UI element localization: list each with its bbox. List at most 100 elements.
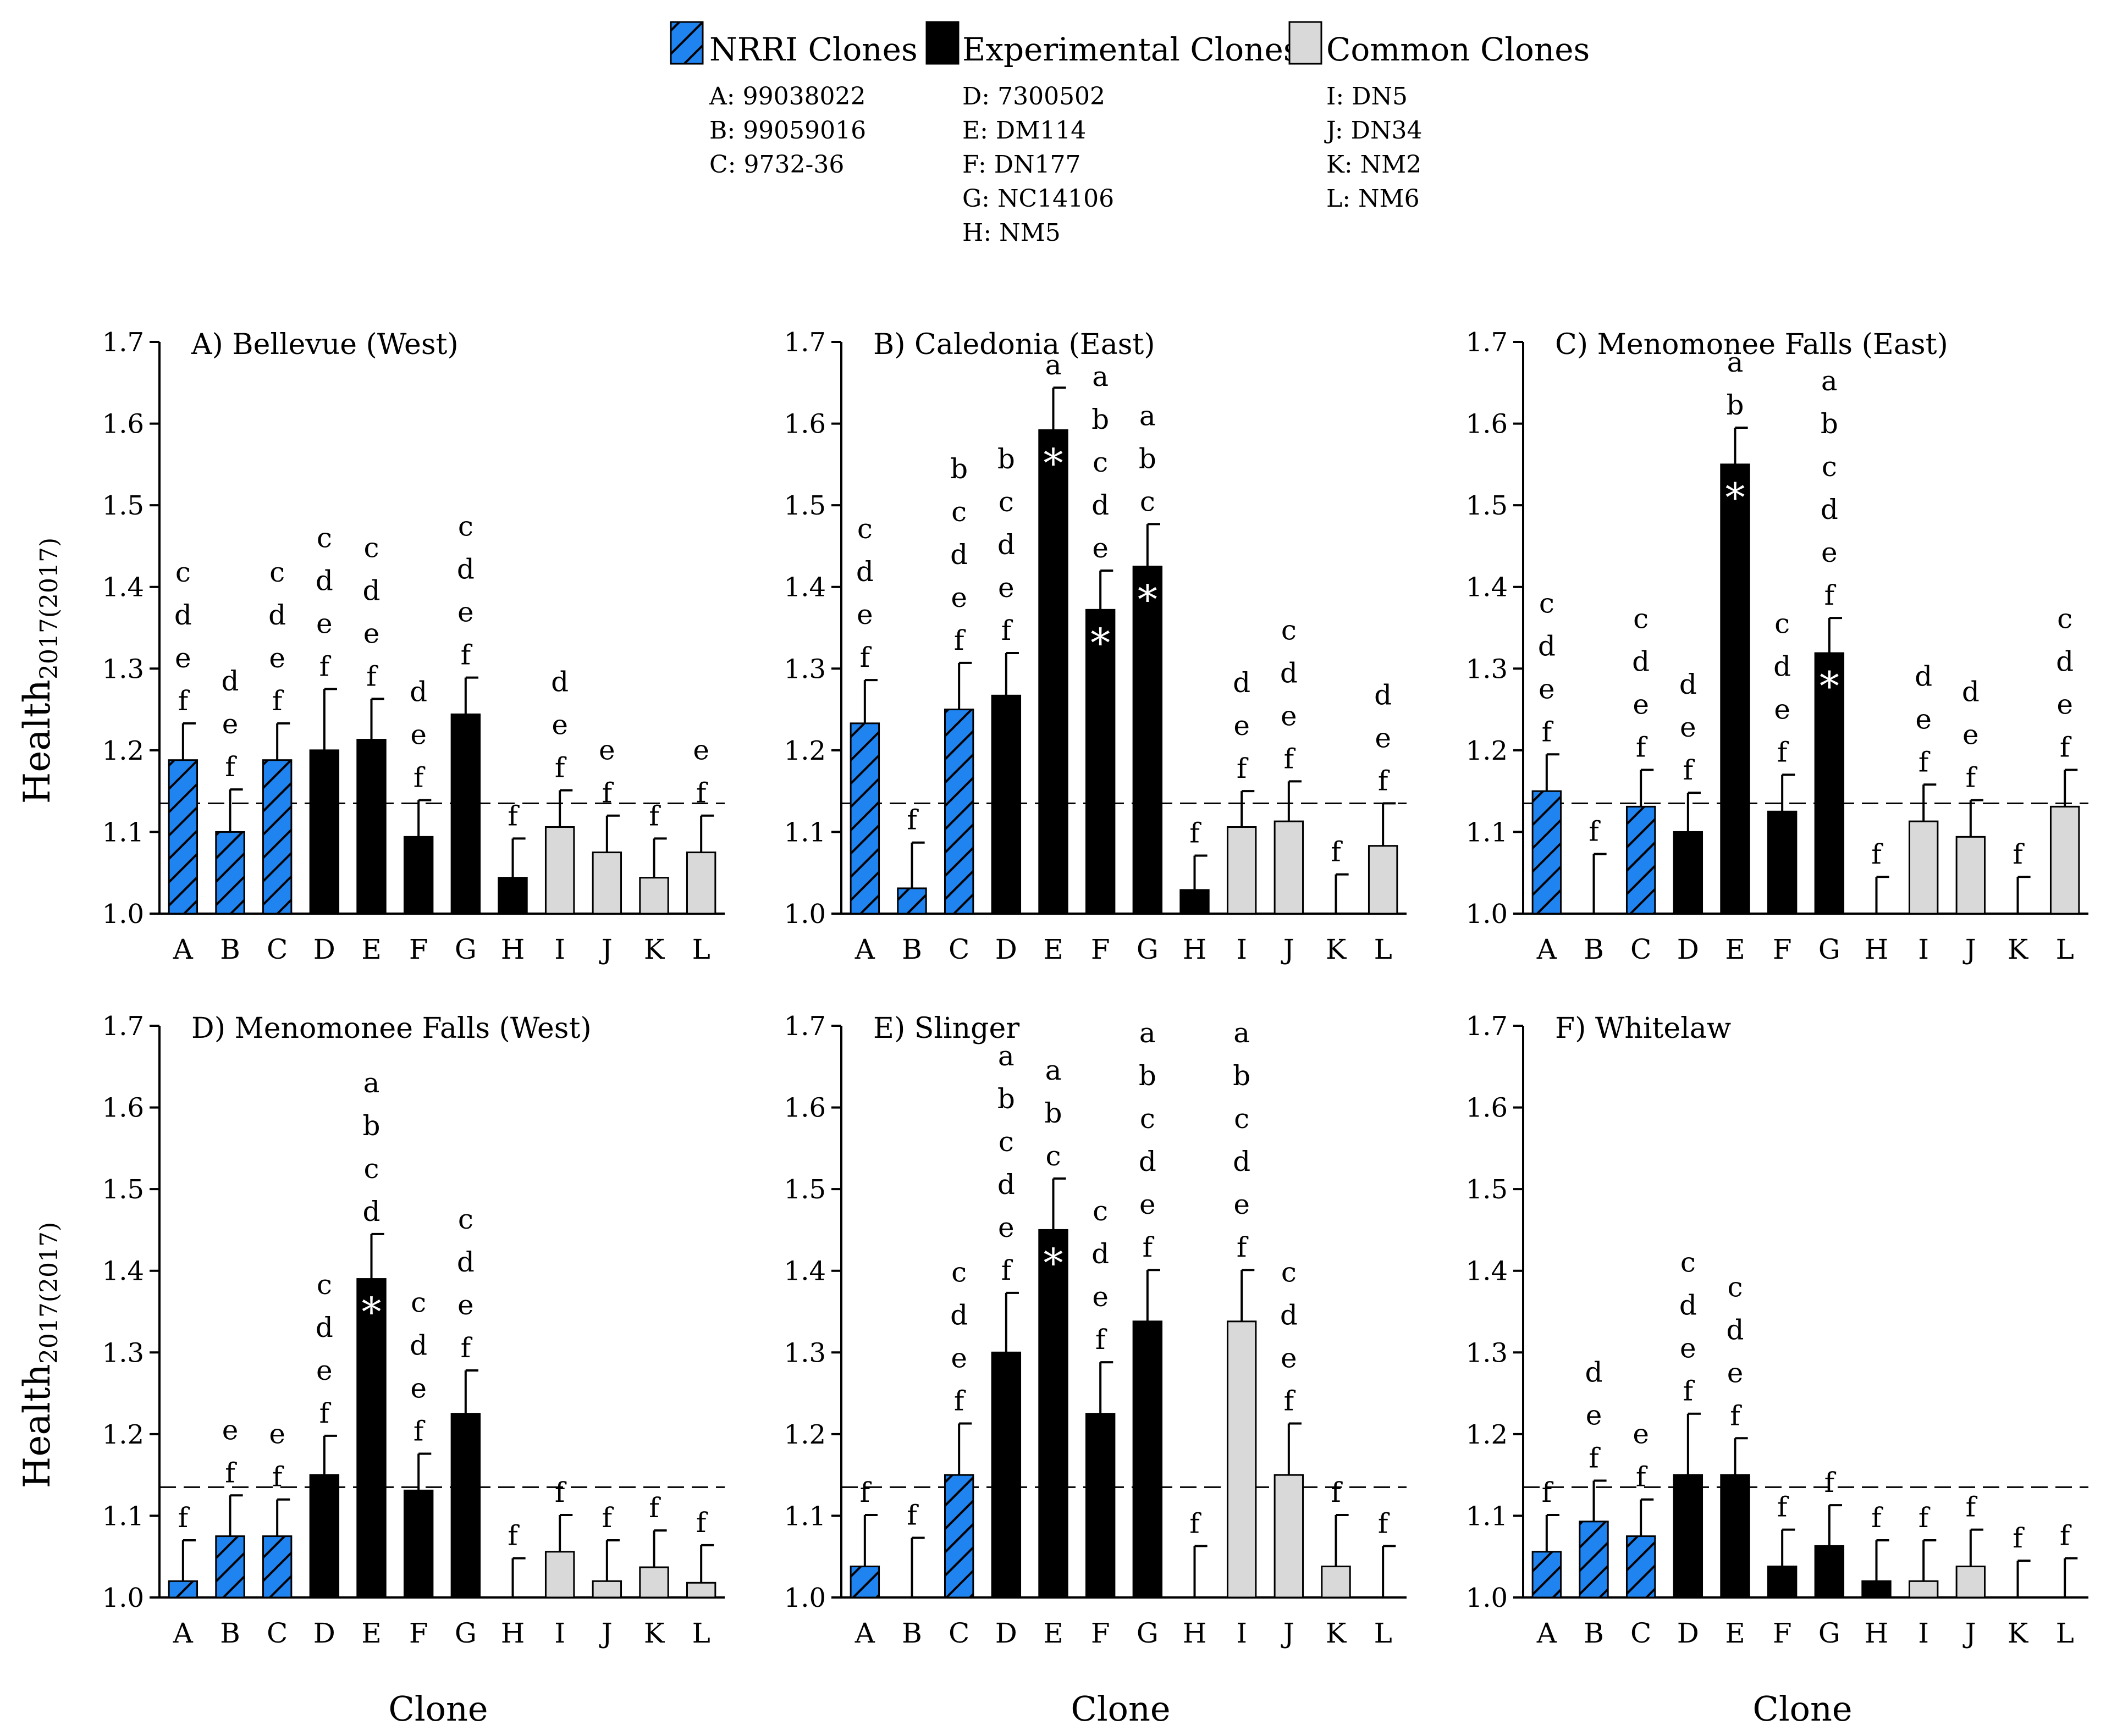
y-tick-label: 1.1 [102, 1501, 144, 1532]
significance-letter: a [1045, 349, 1062, 381]
significance-letter: e [222, 708, 239, 740]
significance-letter: c [411, 1287, 426, 1319]
significance-letter: f [1237, 1231, 1249, 1263]
significance-letter: b [1233, 1060, 1250, 1092]
x-tick-label: C [267, 1617, 288, 1649]
significance-letter: f [1589, 816, 1601, 848]
y-tick-label: 1.0 [784, 899, 826, 930]
y-tick-label: 1.7 [784, 327, 826, 358]
significance-letter: d [268, 599, 286, 631]
significance-letter: e [599, 734, 615, 766]
bar [544, 826, 575, 915]
significance-letter: a [1139, 400, 1156, 432]
legend-clone-f: F: DN177 [962, 151, 1081, 179]
significance-star: * [1090, 620, 1110, 666]
significance-letter: e [457, 596, 474, 628]
significance-letter: b [362, 1110, 380, 1142]
y-tick-label: 1.1 [784, 817, 826, 848]
x-tick-label: G [1818, 933, 1840, 965]
x-tick-label: F [1091, 933, 1110, 965]
significance-letter: e [1962, 718, 1979, 750]
significance-letter: f [366, 660, 378, 692]
significance-letter: c [1281, 614, 1297, 646]
x-tick-label: J [1281, 1617, 1294, 1649]
significance-letter: d [410, 1330, 427, 1362]
significance-letter: f [178, 685, 190, 717]
y-tick-label: 1.4 [784, 572, 826, 603]
bar [1579, 1521, 1609, 1599]
significance-letter: c [317, 522, 332, 554]
x-tick-label: B [1584, 933, 1604, 965]
legend-group-experimental: Experimental Clones D: 7300502 E: DM114 … [925, 21, 1300, 247]
x-tick-label: K [2008, 933, 2029, 965]
significance-letter: d [856, 556, 874, 588]
bar [1531, 1551, 1562, 1599]
significance-letter: f [696, 1507, 708, 1539]
significance-letter: e [998, 1212, 1015, 1243]
y-tick-label: 1.7 [102, 1011, 144, 1042]
bar [686, 1582, 716, 1599]
significance-letter: f [1636, 1461, 1648, 1493]
bar [403, 836, 434, 915]
significance-letter: f [461, 639, 473, 671]
x-tick-label: I [1236, 933, 1247, 965]
significance-letter: d [1679, 668, 1697, 700]
significance-letter: f [696, 777, 708, 809]
significance-letter: e [1281, 700, 1297, 732]
y-tick-label: 1.2 [102, 1419, 144, 1450]
significance-letter: f [1001, 615, 1013, 646]
significance-letter: c [999, 1126, 1014, 1158]
significance-star: * [1725, 474, 1745, 521]
significance-star: * [1044, 1240, 1063, 1286]
y-tick-label: 1.4 [784, 1256, 826, 1287]
legend: NRRI Clones A: 99038022 B: 99059016 C: 9… [670, 21, 1590, 247]
significance-letter: d [997, 1169, 1015, 1201]
y-tick-label: 1.4 [1466, 572, 1508, 603]
significance-letter: c [1281, 1257, 1297, 1289]
bar [1908, 1580, 1939, 1599]
significance-star: * [362, 1289, 382, 1335]
significance-letter: f [1331, 1477, 1343, 1508]
significance-letter: a [1092, 361, 1109, 392]
legend-clone-d: D: 7300502 [962, 82, 1105, 110]
bar [1908, 820, 1939, 915]
y-tick-label: 1.4 [102, 1256, 144, 1287]
significance-letter: d [316, 565, 333, 596]
x-tick-label: J [1962, 933, 1976, 965]
significance-letter: f [555, 752, 567, 784]
significance-letter: b [1821, 408, 1838, 440]
significance-letter: d [1139, 1146, 1156, 1177]
x-tick-label: J [599, 1617, 613, 1649]
x-tick-label: E [1725, 933, 1745, 965]
significance-letter: f [1730, 1400, 1742, 1431]
x-tick-label: L [1374, 933, 1392, 965]
x-tick-label: I [1918, 1617, 1929, 1649]
significance-letter: d [1091, 1238, 1109, 1270]
panel-e: 1.01.11.21.31.41.51.61.7 E) SlingerfAfBcd… [784, 1011, 1407, 1649]
legend-clone-c: C: 9732-36 [709, 151, 844, 179]
panel-b: 1.0 1.1 1.2 1.3 1.4 1.5 1.6 1.7 B) Caledonia (Ea… [784, 327, 1407, 965]
bar [639, 1566, 669, 1599]
bar [592, 852, 622, 915]
significance-letter: f [860, 642, 872, 673]
x-tick-label: H [1865, 933, 1889, 965]
bar [309, 749, 340, 915]
significance-letter: c [458, 1203, 473, 1235]
significance-letter: e [1139, 1188, 1156, 1220]
x-tick-label: E [361, 933, 382, 965]
y-tick-label: 1.7 [102, 327, 144, 358]
panel-title: D) Menomonee Falls (West) [191, 1012, 592, 1045]
legend-clone-i: I: DN5 [1326, 82, 1408, 110]
significance-letter: f [1824, 579, 1837, 611]
significance-letter: e [1680, 711, 1696, 743]
y-tick-label: 1.2 [102, 736, 144, 766]
significance-letter: f [1237, 753, 1249, 784]
significance-letter: c [363, 532, 379, 563]
significance-letter: e [857, 599, 873, 631]
y-tick-label: 1.5 [784, 490, 826, 521]
bar [991, 694, 1022, 915]
x-tick-label: E [1043, 1617, 1063, 1649]
significance-letter: f [1284, 1385, 1296, 1417]
x-tick-label: F [1773, 1617, 1792, 1649]
y-tick-label: 1.6 [1466, 409, 1508, 440]
